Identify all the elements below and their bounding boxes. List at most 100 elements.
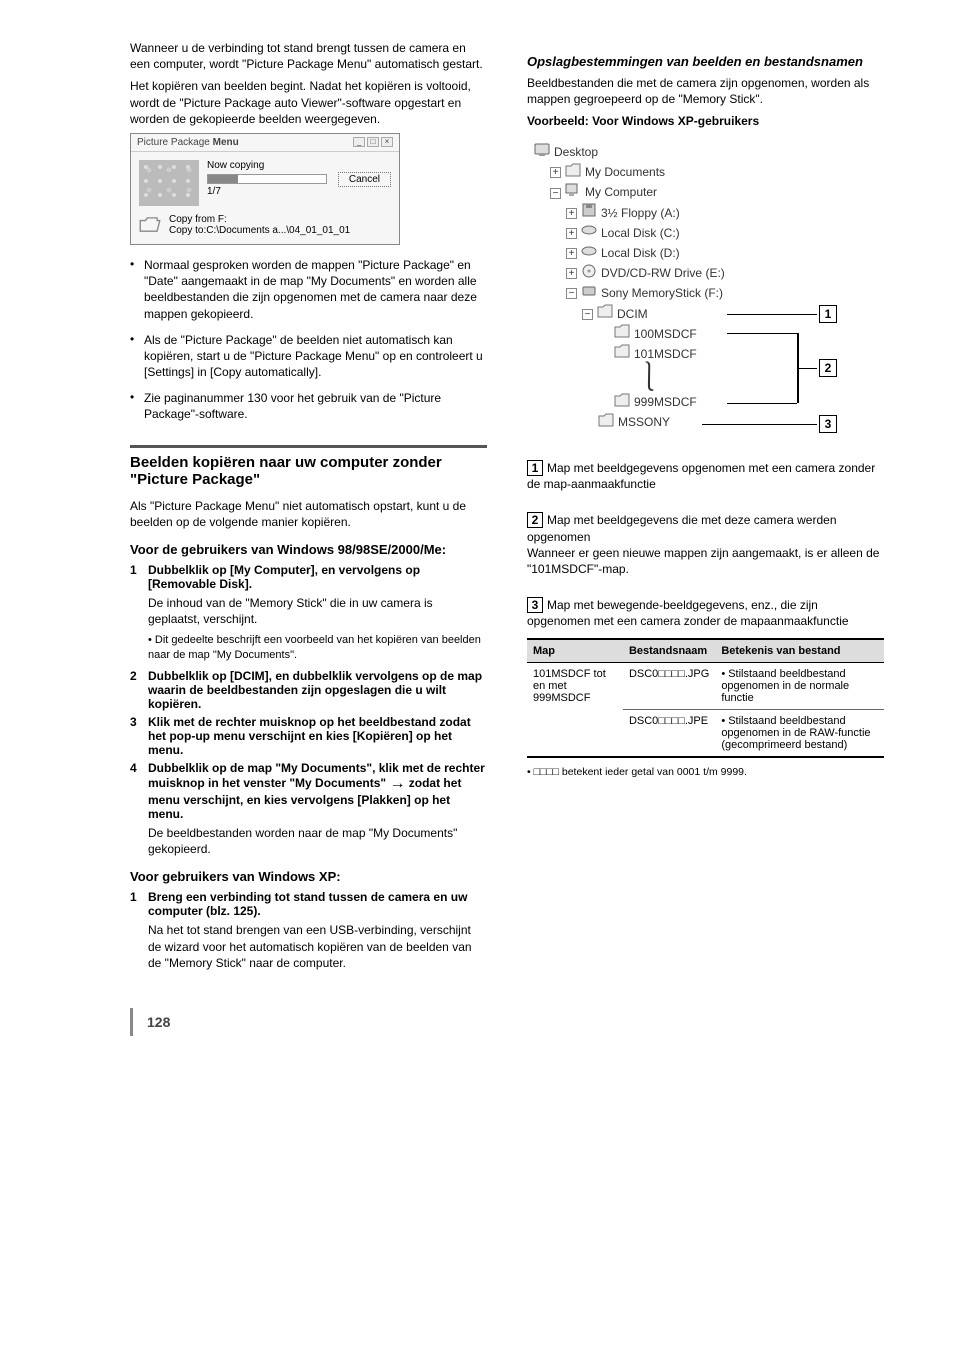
- legend-1: 1Map met beeldgegevens opgenomen met een…: [527, 460, 884, 492]
- note-2: Als de "Picture Package" de beelden niet…: [144, 332, 487, 381]
- arrow-right-icon: →: [389, 775, 405, 793]
- callout-line: [727, 403, 797, 405]
- note-1: Normaal gesproken worden de mappen "Pict…: [144, 257, 487, 322]
- file-table: Map Bestandsnaam Betekenis van bestand 1…: [527, 638, 884, 758]
- step-num: 1: [130, 563, 148, 591]
- example-label: Voorbeeld: Voor Windows XP-gebruikers: [527, 114, 759, 128]
- step-num: 3: [130, 715, 148, 757]
- td-file: DSC0□□□□.JPG: [623, 662, 715, 709]
- table-footnote: • □□□□ betekent ieder getal van 0001 t/m…: [527, 766, 884, 778]
- expand-icon[interactable]: +: [566, 208, 577, 219]
- expand-icon[interactable]: +: [566, 248, 577, 259]
- legend-2: 2Map met beeldgegevens die met deze came…: [527, 512, 884, 577]
- expand-icon[interactable]: +: [550, 167, 561, 178]
- dvd-icon: [581, 264, 597, 284]
- td-folder: 101MSDCF tot en met 999MSDCF: [527, 662, 623, 757]
- pp-progress-bar: [207, 174, 327, 184]
- pp-title-prefix: Picture Package: [137, 137, 213, 148]
- tree-999msdcf[interactable]: 999MSDCF: [634, 393, 697, 412]
- callout-3-box: 3: [819, 415, 837, 433]
- floppy-icon: [581, 203, 597, 223]
- step-1-note: • Dit gedeelte beschrijft een voorbeeld …: [148, 633, 487, 663]
- tree-mycomputer[interactable]: My Computer: [585, 183, 657, 202]
- step-num: 4: [130, 761, 148, 821]
- step-1-sub: De inhoud van de "Memory Stick" die in u…: [148, 595, 487, 627]
- page-number: 128: [147, 1014, 170, 1030]
- tree-mssony[interactable]: MSSONY: [618, 413, 670, 432]
- picture-package-window: Picture Package Menu _ □ × Now copying C…: [130, 133, 400, 245]
- expand-icon[interactable]: +: [566, 268, 577, 279]
- tree-disk-d[interactable]: Local Disk (D:): [601, 244, 680, 263]
- heading-winxp: Voor gebruikers van Windows XP:: [130, 869, 487, 884]
- th-filename: Bestandsnaam: [623, 639, 715, 663]
- section1-intro: Als "Picture Package Menu" niet automati…: [130, 498, 487, 530]
- legend-3: 3Map met bewegende-beeldgegevens, enz., …: [527, 597, 884, 629]
- th-folder: Map: [527, 639, 623, 663]
- pp-window-controls: _ □ ×: [353, 137, 393, 147]
- tree-mydocs[interactable]: My Documents: [585, 163, 665, 182]
- step-text: Dubbelklik op [DCIM], en dubbelklik verv…: [148, 669, 487, 711]
- intro-1: Wanneer u de verbinding tot stand brengt…: [130, 40, 487, 72]
- tree-dvd[interactable]: DVD/CD-RW Drive (E:): [601, 264, 725, 283]
- memorystick-icon: [581, 284, 597, 304]
- collapse-icon[interactable]: −: [550, 188, 561, 199]
- heading-copy-without-pp: Beelden kopiëren naar uw computer zonder…: [130, 445, 487, 488]
- td-meaning: • Stilstaand beeldbestand opgenomen in d…: [715, 709, 884, 757]
- expand-icon[interactable]: +: [566, 228, 577, 239]
- disk-icon: [581, 223, 597, 243]
- explorer-tree: Desktop + My Documents − My Computer +: [527, 136, 884, 440]
- maximize-icon[interactable]: □: [367, 137, 379, 147]
- step-num: 1: [130, 890, 148, 918]
- folder-icon: [614, 344, 630, 364]
- callout-2-box: 2: [819, 359, 837, 377]
- pp-title-bold: Menu: [213, 137, 239, 148]
- th-meaning: Betekenis van bestand: [715, 639, 884, 663]
- folder-icon: [614, 393, 630, 413]
- right-intro: Beeldbestanden die met de camera zijn op…: [527, 75, 884, 107]
- folder-icon: [565, 163, 581, 183]
- step-text: Breng een verbinding tot stand tussen de…: [148, 890, 487, 918]
- pp-now-copying: Now copying: [207, 160, 391, 171]
- page-footer: 128: [130, 1007, 884, 1036]
- folder-icon: [598, 413, 614, 433]
- folder-icon: [597, 304, 613, 324]
- step-xp-sub: Na het tot stand brengen van een USB-ver…: [148, 922, 487, 971]
- desktop-icon: [534, 143, 550, 163]
- callout-1-box: 1: [819, 305, 837, 323]
- tree-dcim[interactable]: DCIM: [617, 305, 648, 324]
- callout-line: [727, 333, 797, 335]
- pp-copy-to: Copy to:C:\Documents a...\04_01_01_01: [169, 225, 350, 236]
- folder-icon: [614, 324, 630, 344]
- tree-100msdcf[interactable]: 100MSDCF: [634, 325, 697, 344]
- close-icon[interactable]: ×: [381, 137, 393, 147]
- step-num: 2: [130, 669, 148, 711]
- heading-storage-dest: Opslagbestemmingen van beelden en bestan…: [527, 54, 884, 69]
- pp-copy-from: Copy from F:: [169, 214, 350, 225]
- collapse-icon[interactable]: −: [582, 309, 593, 320]
- step-text: Dubbelklik op [My Computer], en vervolge…: [148, 563, 487, 591]
- intro-2: Het kopiëren van beelden begint. Nadat h…: [130, 78, 487, 127]
- computer-icon: [565, 183, 581, 203]
- heading-win98: Voor de gebruikers van Windows 98/98SE/2…: [130, 542, 487, 557]
- callout-line: [797, 368, 817, 370]
- step-text: Klik met de rechter muisknop op het beel…: [148, 715, 487, 757]
- step-4-tail: De beeldbestanden worden naar de map "My…: [148, 825, 487, 857]
- note-3: Zie paginanummer 130 voor het gebruik va…: [144, 390, 487, 422]
- minimize-icon[interactable]: _: [353, 137, 365, 147]
- pp-cancel-button[interactable]: Cancel: [338, 172, 391, 187]
- callout-line: [702, 424, 817, 426]
- collapse-icon[interactable]: −: [566, 288, 577, 299]
- tree-floppy[interactable]: 3½ Floppy (A:): [601, 204, 680, 223]
- pp-thumbnail: [139, 160, 199, 206]
- tree-memorystick[interactable]: Sony MemoryStick (F:): [601, 284, 723, 303]
- pp-titlebar: Picture Package Menu _ □ ×: [131, 134, 399, 152]
- tree-desktop[interactable]: Desktop: [554, 143, 598, 162]
- callout-line: [727, 314, 817, 316]
- pp-progress-text: 1/7: [207, 186, 391, 197]
- td-meaning: • Stilstaand beeldbestand opgenomen in d…: [715, 662, 884, 709]
- disk-icon: [581, 244, 597, 264]
- tree-disk-c[interactable]: Local Disk (C:): [601, 224, 680, 243]
- td-file: DSC0□□□□.JPE: [623, 709, 715, 757]
- folder-open-icon: [139, 217, 161, 233]
- step-text: Dubbelklik op de map "My Documents", kli…: [148, 761, 487, 821]
